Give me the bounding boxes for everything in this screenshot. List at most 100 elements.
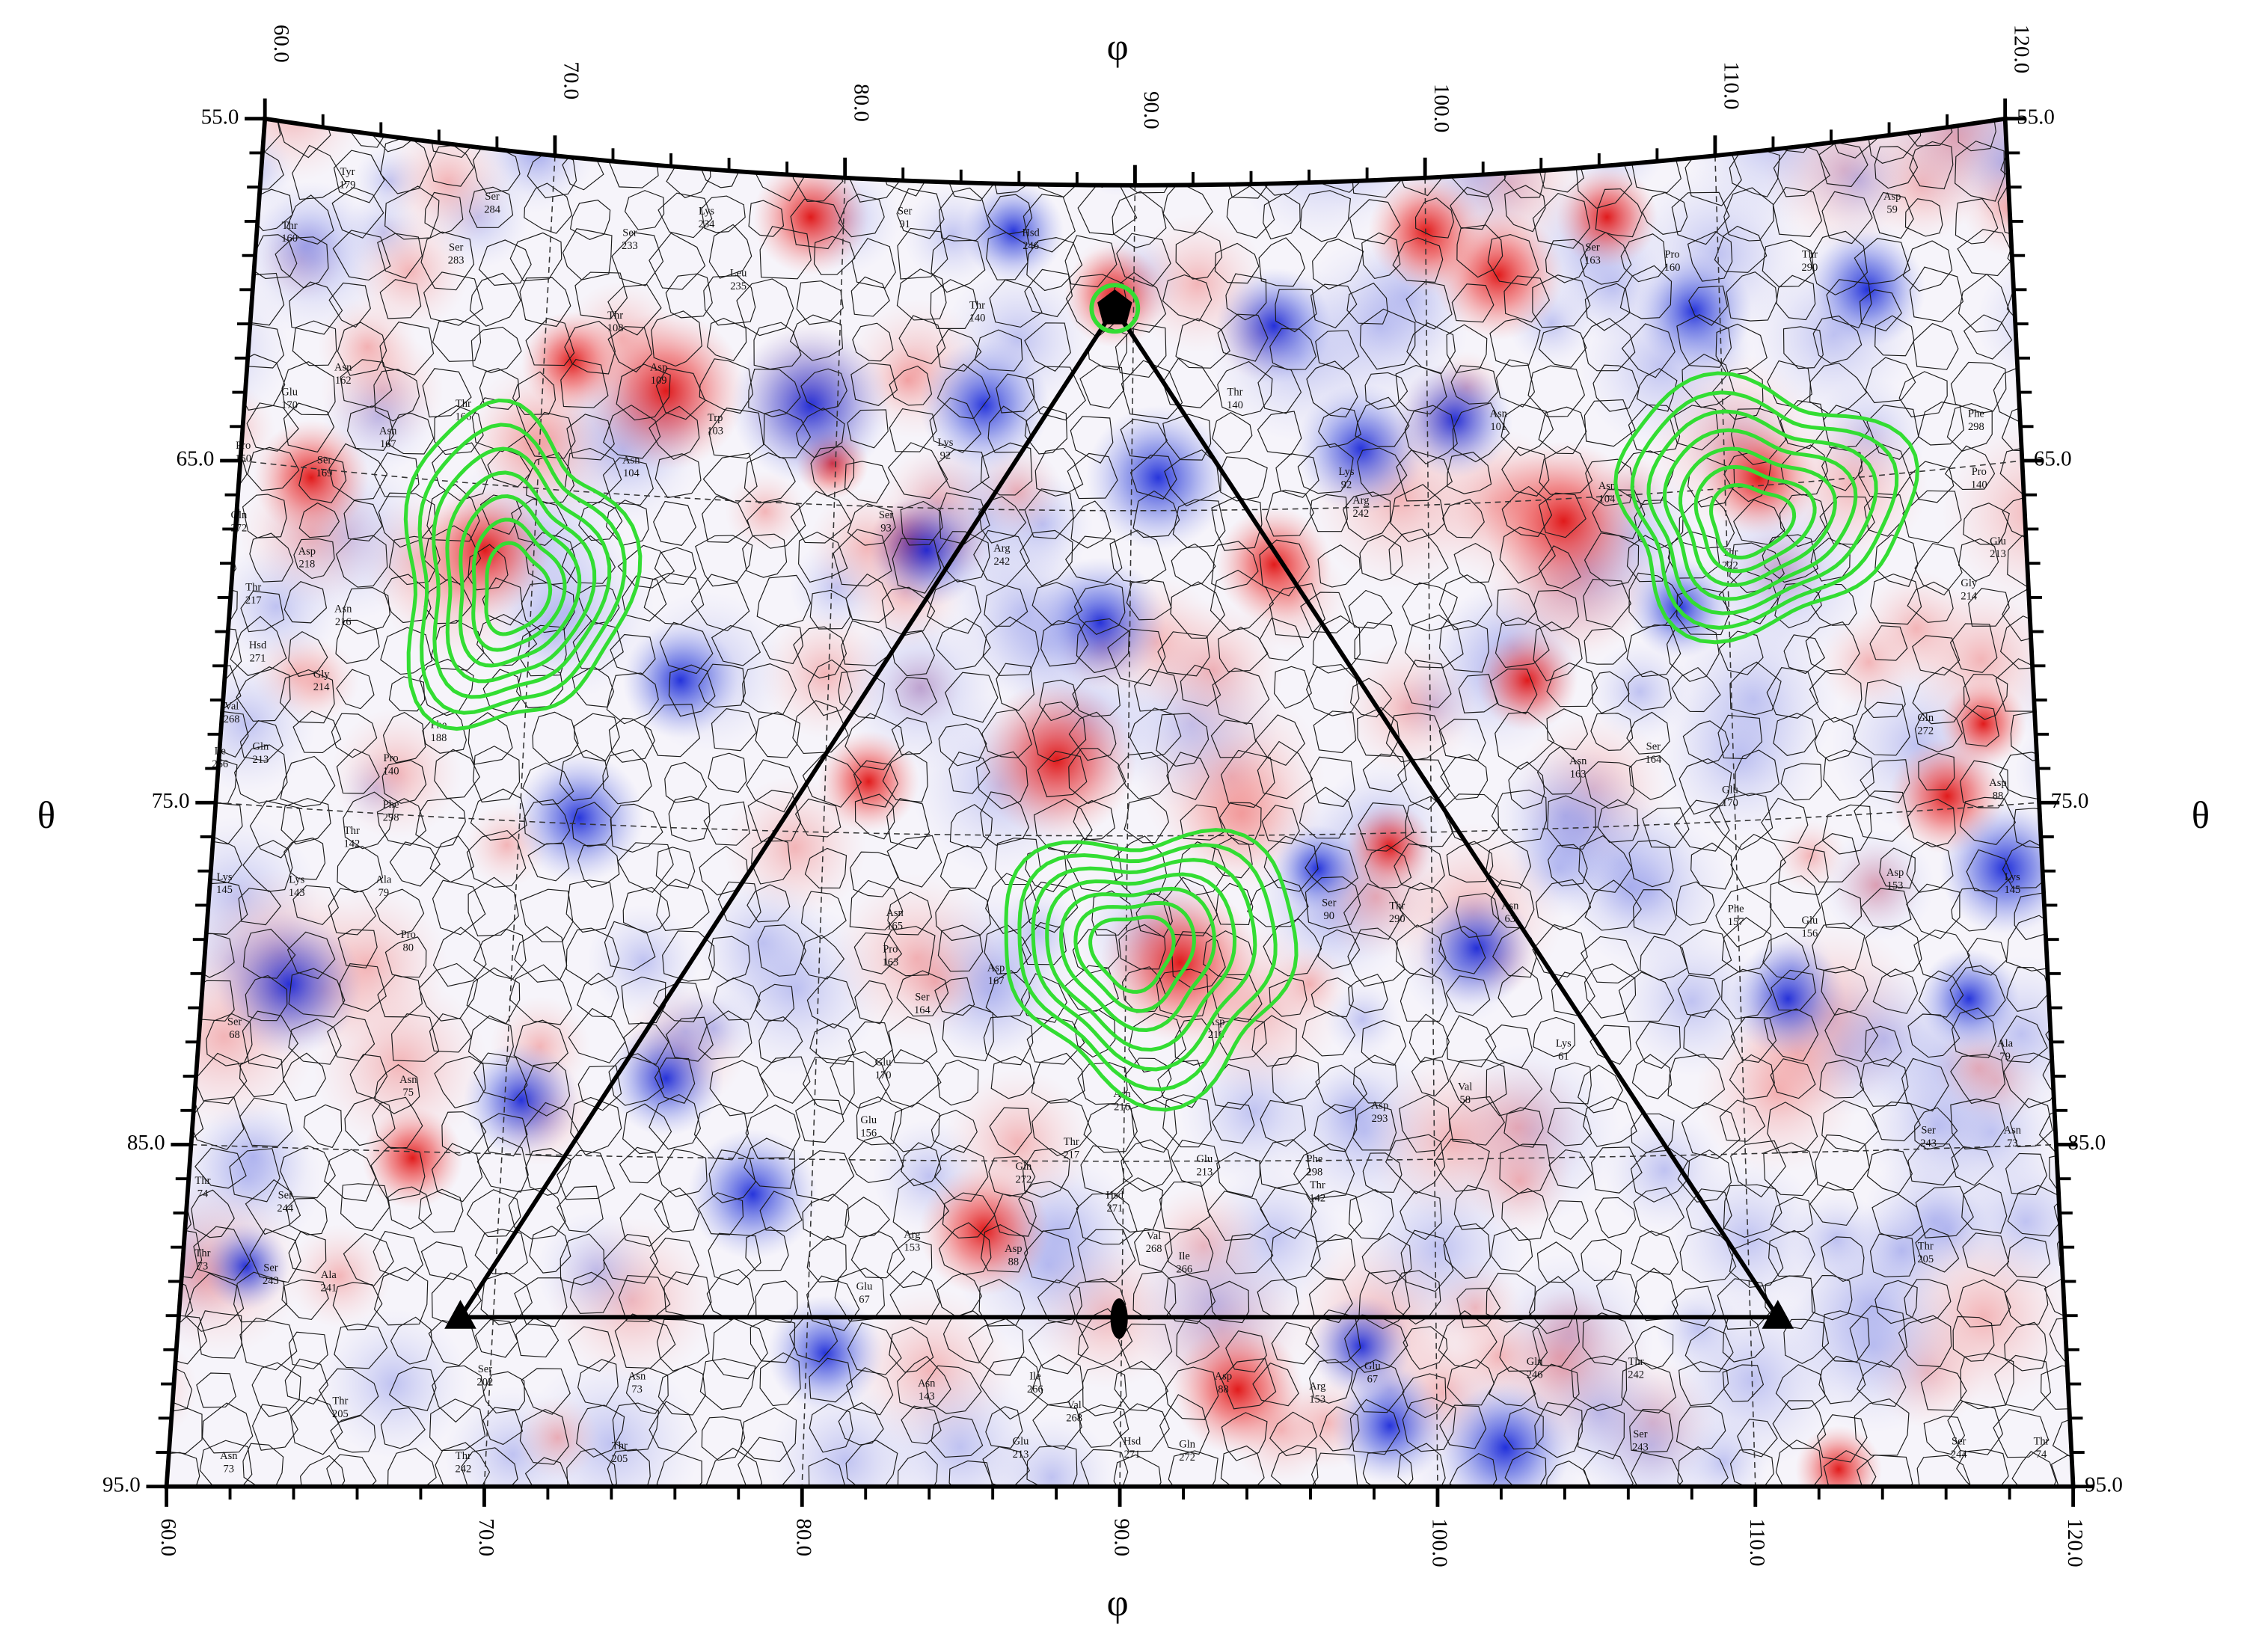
residue-outline bbox=[1170, 581, 1225, 639]
residue-outline bbox=[1402, 582, 1458, 632]
residue-outline bbox=[1958, 538, 1999, 582]
residue-outline bbox=[429, 144, 474, 187]
residue-outline bbox=[1685, 1188, 1732, 1237]
residue-outline bbox=[1348, 1188, 1394, 1240]
residue-outline bbox=[1874, 534, 1919, 587]
residue-outline bbox=[1362, 1152, 1402, 1193]
residue-outline bbox=[1821, 804, 1872, 855]
residue-outline bbox=[1729, 1449, 1774, 1487]
residue-name: Asp bbox=[650, 362, 667, 374]
residue-outline bbox=[936, 328, 982, 372]
residue-outline bbox=[1162, 274, 1213, 322]
residue-outline bbox=[577, 1065, 622, 1111]
residue-name: Pro bbox=[401, 929, 416, 941]
surface-tint bbox=[1142, 600, 1284, 741]
residue-number: 75 bbox=[403, 1087, 414, 1099]
residue-outline bbox=[789, 1317, 839, 1363]
residue-outline bbox=[1597, 799, 1639, 843]
phi-tick-label: 90.0 bbox=[1109, 1518, 1133, 1556]
theta-tick-label: 85.0 bbox=[2067, 1131, 2106, 1155]
residue-outline bbox=[1548, 1200, 1589, 1240]
residue-outline bbox=[1860, 759, 1910, 804]
residue-number: 213 bbox=[253, 754, 269, 766]
residue-outline bbox=[1400, 1191, 1442, 1241]
residue-outline bbox=[1495, 711, 1555, 770]
residue-outline bbox=[707, 317, 747, 362]
residue-outline bbox=[191, 1189, 235, 1238]
residue-number: 88 bbox=[1008, 1256, 1020, 1268]
residue-outline bbox=[1157, 631, 1210, 677]
residue-name: Thr bbox=[332, 1395, 348, 1407]
residue-outline bbox=[1018, 1180, 1079, 1232]
residue-outline bbox=[934, 1144, 989, 1202]
residue-outline bbox=[938, 187, 990, 242]
residue-outline bbox=[1226, 185, 1275, 239]
residue-name: Thr bbox=[194, 1247, 210, 1259]
residue-outline bbox=[708, 408, 764, 459]
residue-outline bbox=[560, 1233, 605, 1286]
residue-outline bbox=[1116, 233, 1171, 287]
surface-tint bbox=[1788, 1191, 1885, 1288]
residue-outline bbox=[193, 1226, 251, 1281]
residue-outline bbox=[1024, 268, 1073, 318]
residue-outline bbox=[1026, 237, 1083, 292]
residue-outline bbox=[1031, 701, 1087, 763]
residue-outline bbox=[431, 1143, 483, 1203]
surface-tint bbox=[248, 182, 371, 304]
residue-outline bbox=[1496, 588, 1537, 627]
residue-outline bbox=[388, 412, 435, 455]
residue-outline bbox=[1772, 1400, 1827, 1449]
residue-outline bbox=[1364, 372, 1408, 410]
residue-outline bbox=[1631, 1113, 1675, 1153]
residue-outline bbox=[699, 845, 748, 896]
residue-outline bbox=[850, 276, 890, 317]
theta-tick-label: 55.0 bbox=[2017, 105, 2055, 129]
residue-outline bbox=[1950, 361, 2007, 414]
residue-outline bbox=[1067, 452, 1118, 500]
residue-outline bbox=[1221, 1412, 1268, 1461]
residue-outline bbox=[166, 1314, 208, 1365]
grid-line bbox=[215, 802, 2040, 837]
contour-line bbox=[417, 423, 627, 715]
negative-patch bbox=[217, 912, 362, 1057]
residue-outline bbox=[514, 926, 568, 983]
residue-outline bbox=[560, 358, 609, 408]
residue-outline bbox=[332, 1282, 383, 1330]
residue-name: Glu bbox=[1990, 535, 2006, 547]
residue-outline bbox=[328, 282, 371, 328]
residue-outline bbox=[1947, 1401, 2003, 1455]
residue-number: 244 bbox=[277, 1203, 294, 1215]
residue-outline bbox=[1272, 1054, 1320, 1104]
residue-outline bbox=[1538, 325, 1587, 368]
residue-name: Gly bbox=[313, 669, 331, 681]
contour-line bbox=[484, 541, 553, 636]
residue-outline bbox=[614, 1313, 676, 1369]
residue-number: 91 bbox=[899, 218, 910, 230]
residue-outline bbox=[1499, 526, 1556, 584]
residue-outline bbox=[847, 1021, 893, 1068]
residue-name: Arg bbox=[904, 1229, 920, 1241]
residue-outline bbox=[2007, 1236, 2051, 1279]
residue-outline bbox=[286, 1197, 328, 1235]
residue-outline bbox=[1723, 1184, 1782, 1238]
residue-outline bbox=[279, 669, 335, 724]
residue-outline bbox=[166, 877, 194, 935]
residue-outline bbox=[1499, 1143, 1551, 1194]
surface-tint bbox=[2012, 320, 2073, 468]
negative-patch bbox=[1034, 557, 1166, 688]
residue-name: Thr bbox=[2034, 1436, 2050, 1448]
residue-outline bbox=[1865, 357, 1916, 404]
residue-outline bbox=[524, 411, 576, 459]
residue-outline bbox=[800, 935, 845, 980]
residue-outline bbox=[574, 271, 628, 320]
residue-outline bbox=[989, 1107, 1032, 1155]
residue-outline bbox=[1863, 493, 1907, 537]
residue-outline bbox=[196, 1372, 236, 1408]
residue-number: 150 bbox=[235, 452, 251, 464]
residue-number: 205 bbox=[612, 1453, 628, 1465]
residue-outline bbox=[1961, 705, 1999, 747]
residue-outline bbox=[1582, 1449, 1634, 1487]
residue-outline bbox=[390, 1013, 440, 1062]
residue-outline bbox=[1171, 543, 1216, 587]
residue-outline bbox=[892, 538, 942, 594]
